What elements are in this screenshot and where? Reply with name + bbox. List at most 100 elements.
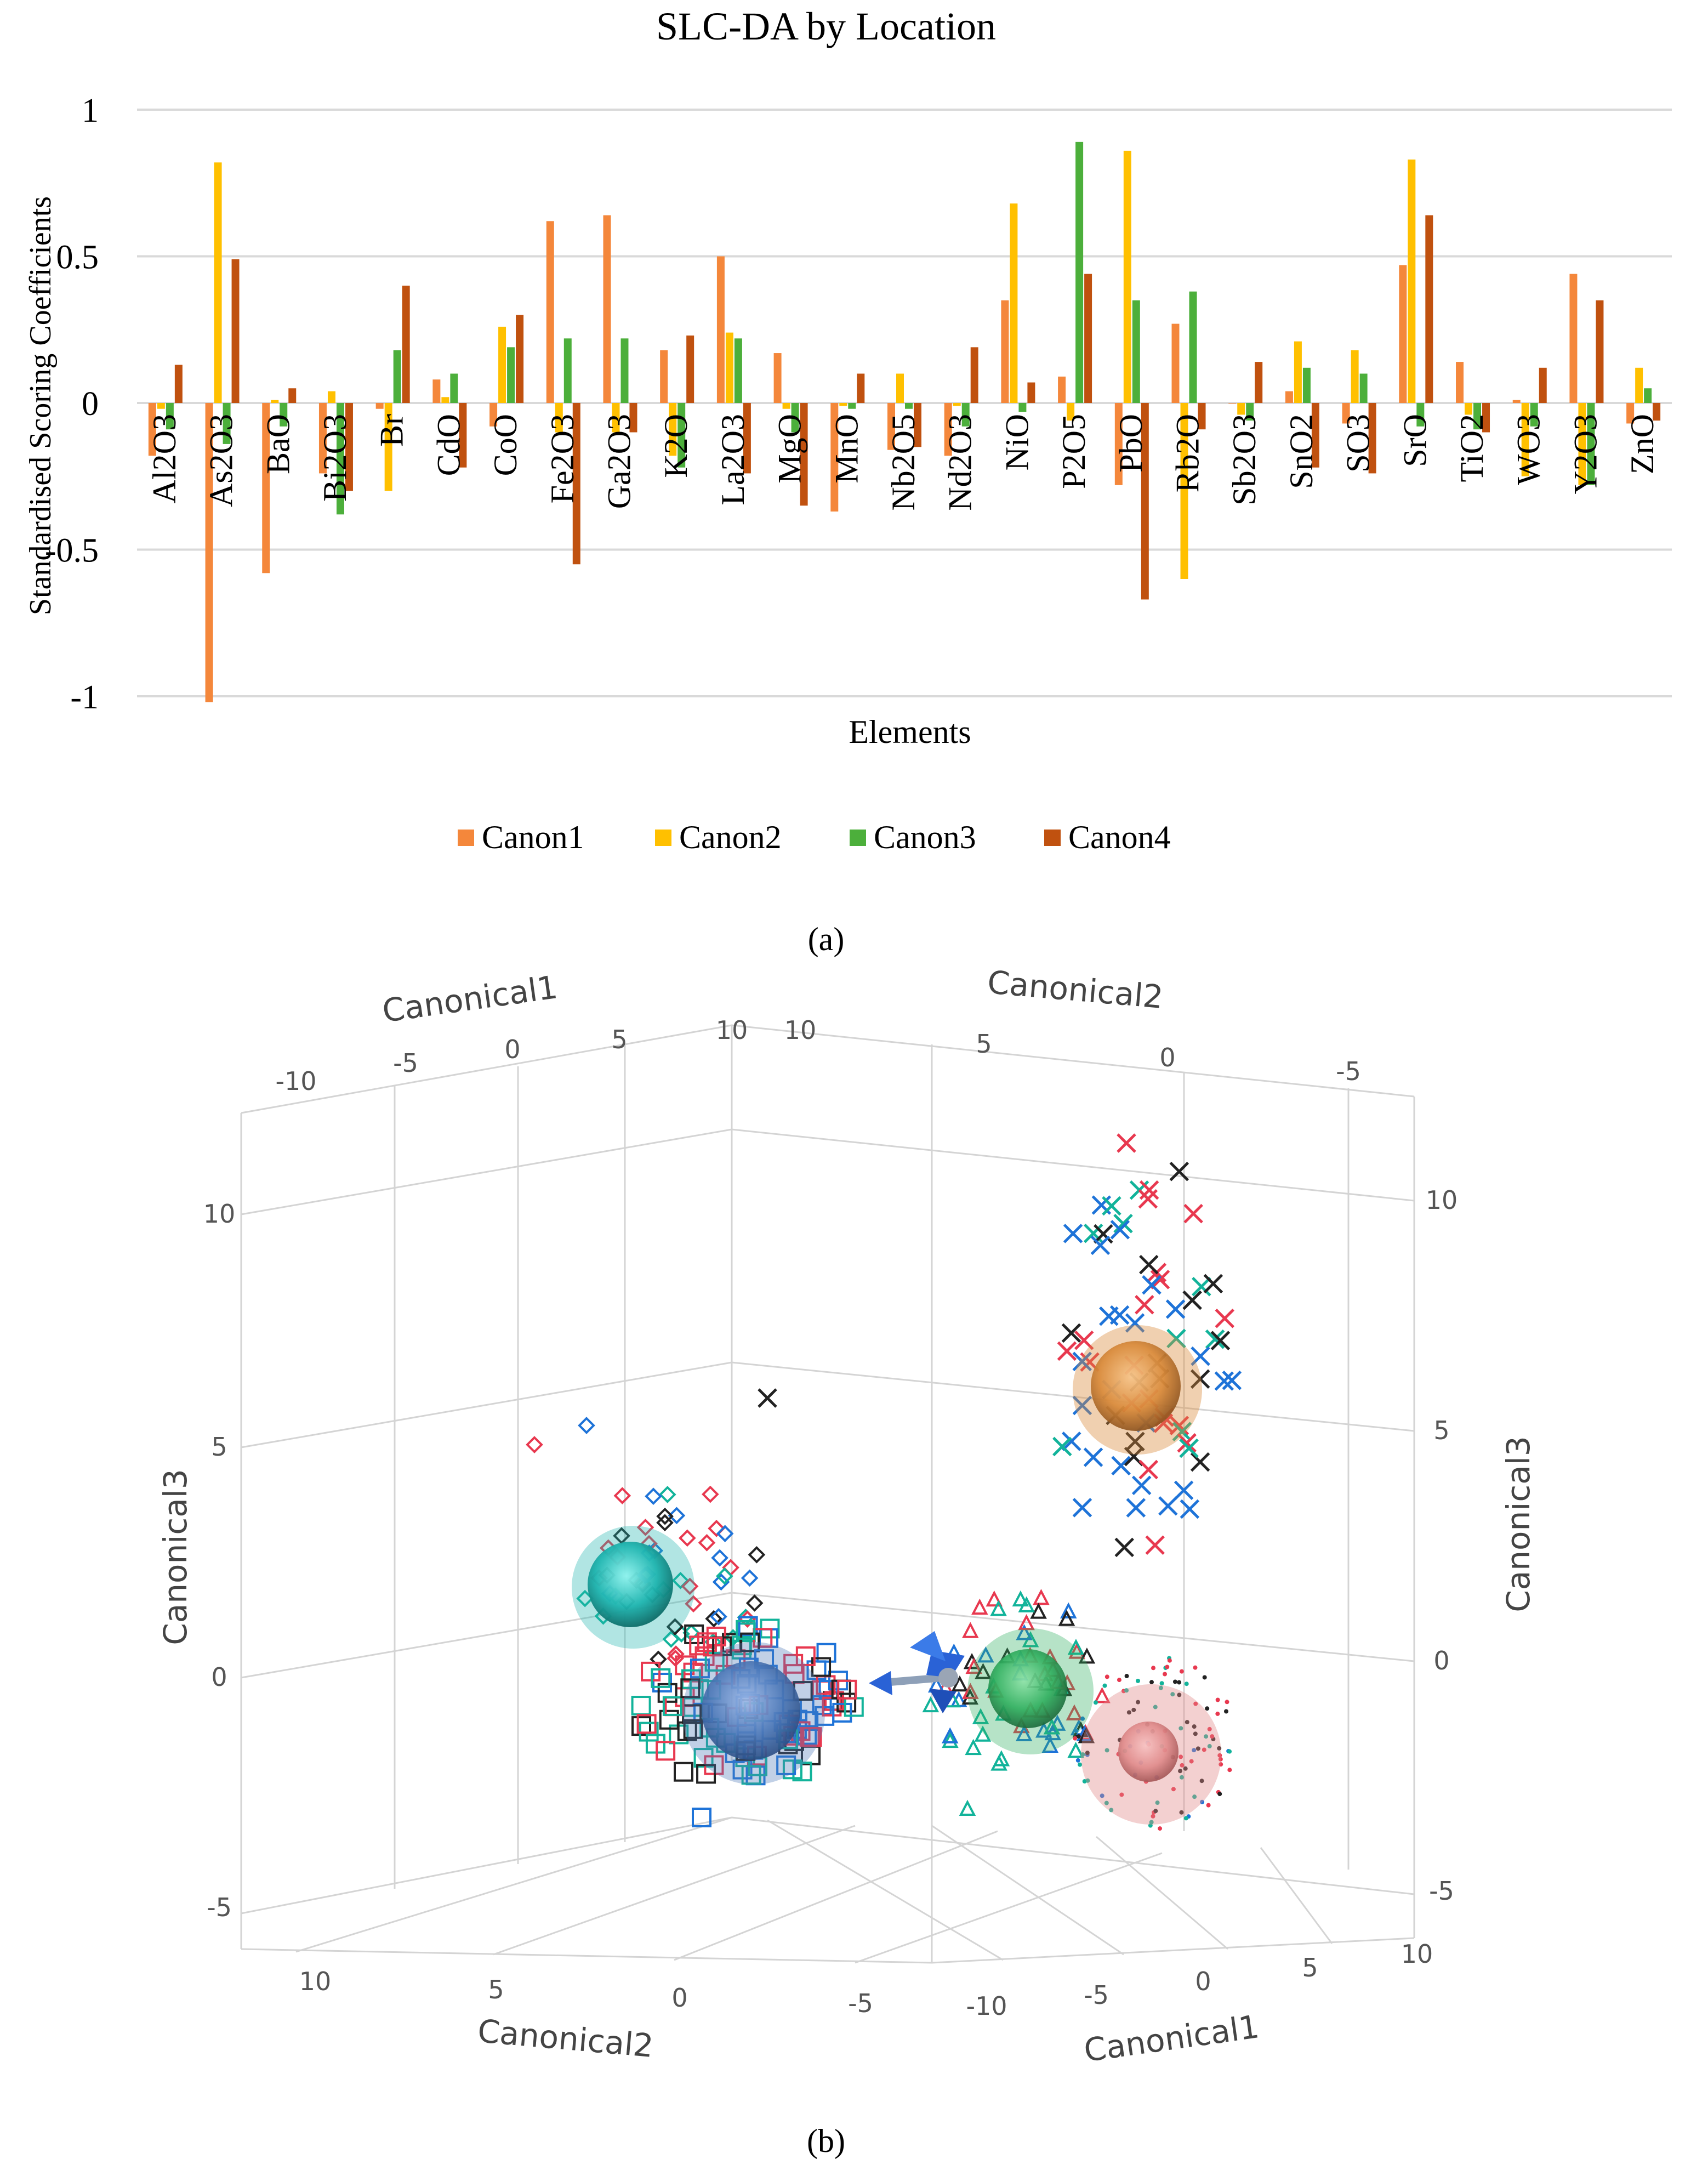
bar-canon4-nio [1027,382,1035,403]
bar-canon2-fe2o3 [555,403,563,433]
dot-marker [1117,1678,1121,1683]
x-tick-label: BaO [260,414,296,474]
bar-canon2-br [384,403,392,491]
y-axis-label: Standardised Scoring Coefficients [24,196,58,615]
square-marker [689,1635,709,1656]
right-axis-ticks-canonical3: 10 5 0 -5 [1426,1185,1458,1906]
x-tick-label: Y2O3 [1567,414,1603,495]
dot-marker [1179,1810,1184,1815]
cross-marker [1072,1351,1092,1372]
y-tick-label: 0.5 [56,239,99,276]
dot-marker [1193,1731,1198,1736]
bar-canon4-ga2o3 [629,403,637,433]
dot-marker [1200,1799,1205,1804]
dot-marker [1215,1711,1220,1716]
bar-canon2-ga2o3 [612,403,620,433]
caption-a: (a) [808,921,845,957]
cross-marker [1090,1235,1111,1256]
dot-marker [1219,1762,1223,1767]
bar-canon1-mgo [773,353,782,403]
triangle-marker [1018,1596,1035,1612]
bar-canon4-mno [857,373,865,403]
dot-marker [1167,1658,1172,1663]
axis-tick-label: 0 [1159,1043,1175,1072]
bar-canon3-sro [1416,403,1425,427]
triangle-marker [990,1600,1007,1616]
bar-canon1-nd2o3 [944,403,952,456]
axis-tick-label: -10 [966,1991,1007,2021]
triangle-marker [977,1646,994,1663]
cross-marker [1072,1395,1092,1416]
square-marker [651,1668,671,1688]
axis-tick-label: -5 [1084,1980,1109,2010]
triangle-marker [1015,1725,1033,1741]
bar-canon2-as2o3 [214,162,222,403]
triangle-marker [974,1725,992,1742]
square-marker [659,1709,679,1730]
dot-marker [1192,1794,1197,1799]
triangle-marker [1016,1624,1033,1640]
dot-marker [1178,1769,1183,1774]
cross-marker [1114,1537,1134,1558]
dot-marker [1085,1751,1090,1756]
triangle-marker [951,1675,969,1692]
legend-label-canon4: Canon4 [1068,819,1171,855]
bar-canon4-k2o [686,335,694,403]
dot-marker [1080,1716,1085,1721]
bar-canon1-br [375,403,384,409]
cross-marker [1135,1295,1154,1315]
bar-canon1-coo [489,403,498,427]
cross-marker [1061,1323,1081,1343]
triangle-marker [986,1590,1003,1607]
cross-marker [1158,1496,1178,1516]
triangle-marker [1066,1704,1083,1720]
axis-tick-label: 0 [1195,1967,1211,1996]
top-axis-ticks-canonical1: -10 -5 0 5 10 [275,1015,748,1096]
dot-marker [1217,1746,1222,1751]
x-tick-label: Ga2O3 [601,414,637,509]
bar-canon2-mno [839,403,847,406]
x-tick-label: La2O3 [715,414,751,505]
bar-canon1-zno [1626,403,1635,424]
bar-canon3-al2o3 [166,403,174,430]
square-marker [776,1755,796,1775]
square-marker [680,1678,701,1698]
diamond-marker [698,1534,716,1552]
bar-canon2-sno2 [1294,341,1302,403]
cross-marker [1166,1328,1186,1349]
diamond-marker [712,1573,730,1591]
axis-tick-label: 5 [211,1432,227,1462]
axis-tick-label: 10 [1426,1185,1458,1215]
dot-marker [1185,1720,1189,1725]
square-marker [674,1762,693,1782]
square-marker [816,1643,836,1663]
bar-canon3-nd2o3 [961,403,970,427]
cross-marker [1179,1438,1199,1458]
bar-canon4-nb2o5 [914,403,921,447]
square-marker [844,1697,864,1717]
bar-canon4-cdo [459,403,467,468]
y-tick-labels: -1 -0.5 0 0.5 1 [45,92,99,716]
bar-canon2-coo [498,326,506,403]
bar-canon4-so3 [1368,403,1376,474]
bar-canon2-cdo [441,397,449,403]
axis-tick-label: 10 [203,1199,236,1229]
legend-swatch-canon4 [1044,830,1061,846]
x-tick-label: TiO2 [1454,414,1490,482]
axis-tick-label: -5 [207,1893,232,1922]
bar-canon2-k2o [669,403,677,456]
square-marker [631,1716,651,1736]
bar-canon2-zno [1635,367,1643,403]
triangle-marker [1030,1603,1047,1619]
top-axis-label-canonical2: Canonical2 [986,963,1165,1016]
legend-swatch-canon2 [655,830,671,846]
square-marker [795,1646,816,1666]
dot-marker [1223,1709,1228,1714]
dot-marker [1193,1665,1198,1670]
bar-canon4-coo [516,315,524,403]
bar-canon2-p2o5 [1067,403,1075,421]
dot-marker [1124,1688,1129,1693]
bar-canon3-y2o3 [1587,403,1595,485]
diamond-marker [702,1485,719,1503]
